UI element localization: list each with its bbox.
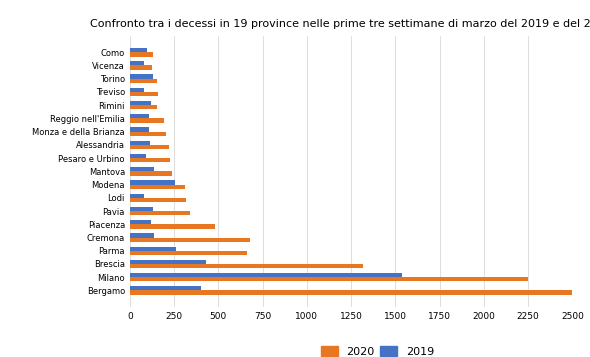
Bar [130, 180, 175, 185]
Bar [130, 277, 528, 281]
Bar [130, 158, 170, 162]
Bar [130, 79, 157, 83]
Bar [130, 286, 201, 291]
Bar [130, 52, 153, 56]
Bar [130, 92, 158, 96]
Bar [130, 237, 250, 242]
Bar [130, 224, 215, 228]
Bar [130, 264, 363, 268]
Bar [130, 171, 172, 176]
Bar [130, 48, 146, 52]
Bar [130, 233, 153, 237]
Bar [130, 247, 176, 251]
Bar [130, 101, 151, 105]
Bar [130, 127, 149, 132]
Bar [130, 114, 149, 119]
Bar [130, 154, 146, 158]
Bar [130, 260, 206, 264]
Title: Confronto tra i decessi in 19 province nelle prime tre settimane di marzo del 20: Confronto tra i decessi in 19 province n… [90, 19, 590, 29]
Bar [130, 211, 190, 215]
Bar [130, 220, 151, 224]
Bar [130, 145, 169, 149]
Bar [130, 273, 402, 277]
Bar [130, 88, 144, 92]
Bar [130, 61, 144, 65]
Bar [130, 167, 153, 171]
Bar [130, 207, 153, 211]
Bar [130, 75, 153, 79]
Bar [130, 185, 185, 189]
Bar [130, 132, 166, 136]
Bar [130, 141, 150, 145]
Bar [130, 291, 572, 295]
Bar [130, 251, 247, 255]
Bar [130, 198, 185, 202]
Bar [130, 193, 144, 198]
Bar [130, 119, 164, 123]
Bar [130, 65, 152, 70]
Legend: 2020, 2019: 2020, 2019 [317, 342, 438, 357]
Bar [130, 105, 157, 110]
